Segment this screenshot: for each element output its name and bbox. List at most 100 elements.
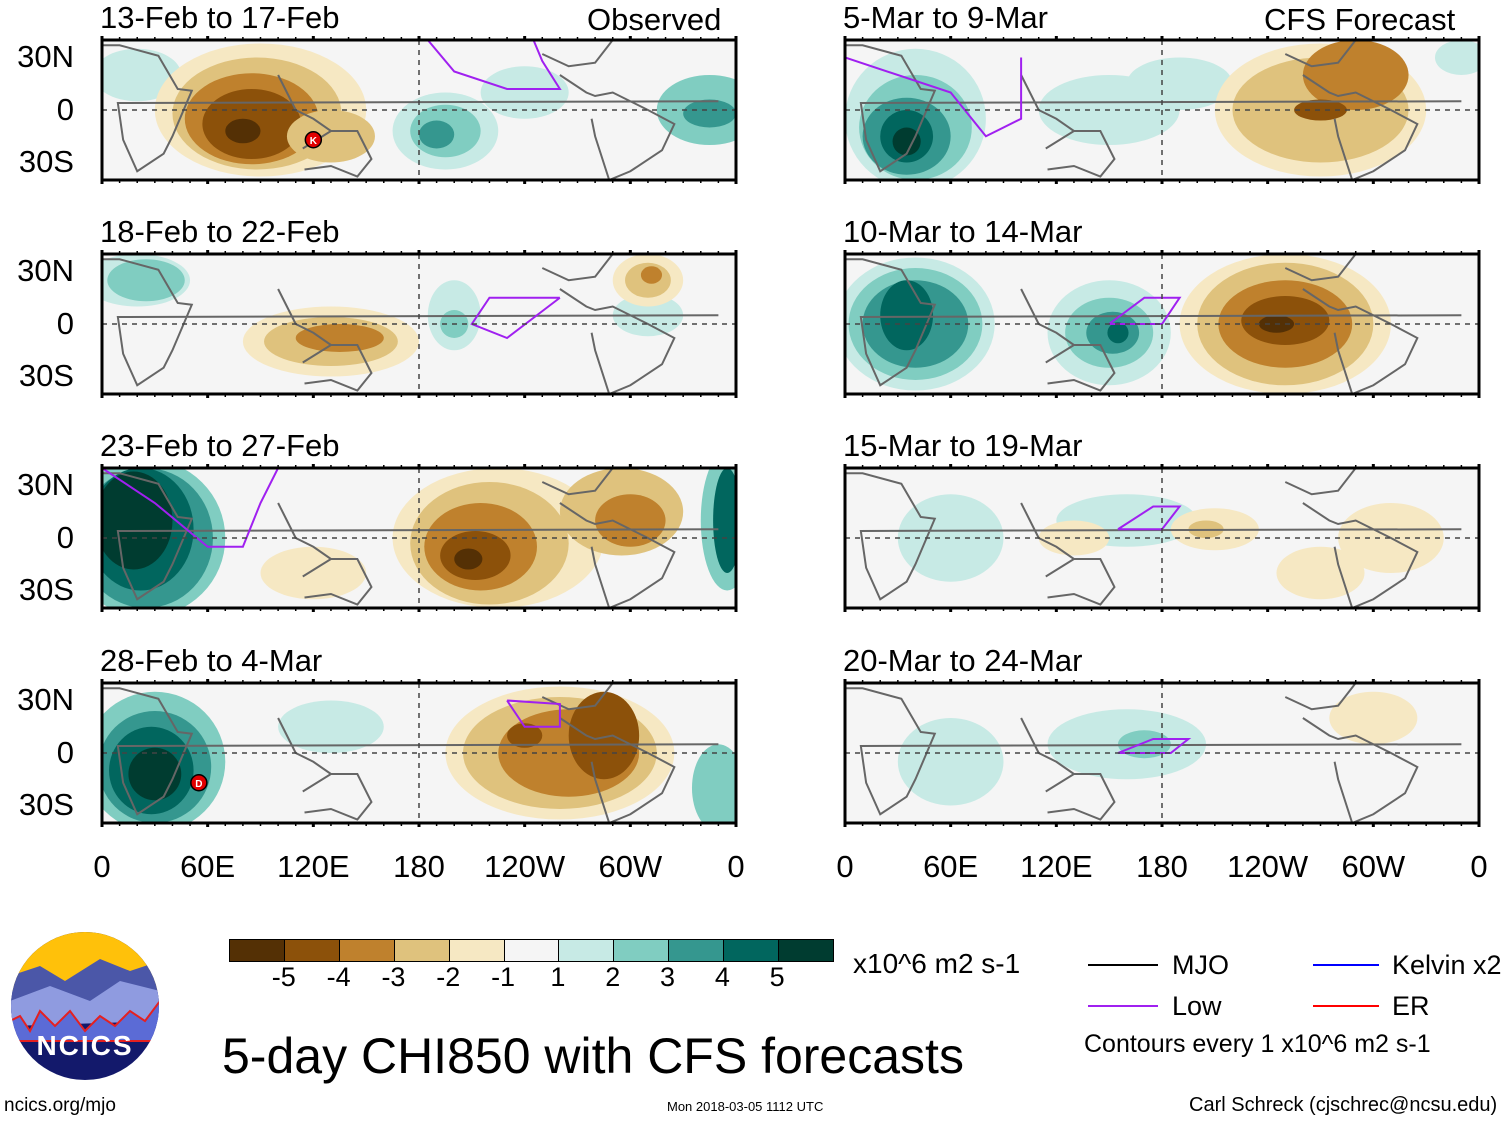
- map-panel: [843, 464, 1481, 612]
- storm-icon: [190, 774, 208, 792]
- lat-label: 0: [56, 735, 74, 770]
- anomaly-contour: [691, 744, 736, 823]
- colorbar-tick-label: 2: [605, 962, 621, 992]
- colorbar-tick-label: -3: [381, 962, 406, 992]
- panel-title: 5-Mar to 9-Mar: [843, 0, 1048, 35]
- coastline: [541, 468, 614, 496]
- coastline: [1284, 683, 1357, 711]
- anomaly-contour: [419, 120, 455, 149]
- panel-title: 20-Mar to 24-Mar: [843, 643, 1083, 678]
- anomaly-contour: [713, 468, 736, 573]
- coastline: [1045, 344, 1116, 392]
- coastline: [302, 558, 373, 606]
- anomaly-contour: [225, 118, 261, 144]
- coastline: [1302, 74, 1419, 180]
- anomaly-contour: [568, 691, 640, 780]
- observed-label: Observed: [587, 2, 722, 37]
- coastline: [1045, 130, 1116, 178]
- coastline: [102, 687, 719, 816]
- anomaly-contour: [892, 127, 921, 156]
- colorbar-swatch: [559, 940, 615, 961]
- low-contour: [1117, 738, 1192, 754]
- coastline: [102, 472, 719, 601]
- coastline: [1284, 468, 1357, 496]
- colorbar-tick-label: -1: [491, 962, 516, 992]
- colorbar-swatch: [614, 940, 670, 961]
- legend-low-line: [1088, 1005, 1158, 1007]
- low-contour: [1117, 505, 1182, 531]
- lon-label: 0: [1470, 849, 1488, 884]
- map-panel: [843, 36, 1481, 184]
- colorbar-tick-label: -5: [271, 962, 296, 992]
- anomaly-contour: [640, 266, 663, 284]
- colorbar-tick-label: -2: [436, 962, 461, 992]
- lon-label: 0: [93, 849, 111, 884]
- lat-label: 30S: [18, 572, 74, 607]
- footer-url[interactable]: ncics.org/mjo: [4, 1095, 116, 1116]
- colorbar-swatch: [449, 940, 505, 961]
- coastline: [845, 687, 1462, 816]
- legend-mjo-line: [1088, 964, 1158, 966]
- colorbar-swatch: [724, 940, 780, 961]
- anomaly-contour: [897, 718, 1004, 806]
- coastline: [1302, 288, 1419, 394]
- lat-label: 30N: [17, 253, 74, 288]
- lat-label: 30N: [17, 467, 74, 502]
- lon-label: 60W: [598, 849, 663, 884]
- coastline: [102, 258, 719, 387]
- anomaly-contour: [1434, 40, 1479, 75]
- storm-label: K: [310, 136, 318, 147]
- colorbar-swatch: [779, 940, 833, 961]
- colorbar-swatch: [230, 940, 285, 961]
- low-contour: [102, 468, 280, 548]
- map-panel: K: [100, 36, 738, 184]
- lat-label: 0: [56, 306, 74, 341]
- anomaly-contour: [454, 548, 483, 570]
- colorbar: [229, 939, 834, 962]
- anomaly-contour: [480, 66, 569, 119]
- storm-icon: [304, 131, 323, 149]
- contour-note: Contours every 1 x10^6 m2 s-1: [1084, 1030, 1431, 1058]
- colorbar-tick-label: 3: [660, 962, 676, 992]
- coastline: [845, 258, 1462, 387]
- anomaly-contour: [1107, 322, 1129, 344]
- map-panel: [100, 464, 738, 612]
- lon-label: 120E: [277, 849, 350, 884]
- lon-label: 120W: [1227, 849, 1309, 884]
- lat-label: 30N: [17, 682, 74, 717]
- anomaly-contour: [507, 723, 543, 748]
- low-contour: [1108, 296, 1182, 325]
- panel-title: 23-Feb to 27-Feb: [100, 428, 340, 463]
- storm-label: D: [195, 779, 202, 790]
- colorbar-swatch: [284, 940, 340, 961]
- colorbar-tick-label: 5: [769, 962, 785, 992]
- ncics-logo[interactable]: NCICS: [10, 931, 160, 1081]
- anomaly-contour: [278, 700, 384, 753]
- colorbar-swatch: [394, 940, 450, 961]
- anomaly-contour: [1276, 546, 1365, 600]
- lon-label: 180: [1136, 849, 1188, 884]
- coastline: [1284, 40, 1357, 68]
- panel-title: 18-Feb to 22-Feb: [100, 214, 340, 249]
- anomaly-contour: [107, 259, 185, 302]
- coastline: [102, 44, 719, 173]
- anomaly-contour: [880, 280, 934, 351]
- map-panel: [843, 679, 1481, 827]
- anomaly-contour: [260, 546, 367, 600]
- coastline: [1045, 773, 1116, 821]
- legend-kelvin-line: [1313, 964, 1379, 966]
- anomaly-contour: [1329, 691, 1418, 745]
- anomaly-contour: [897, 494, 1004, 582]
- lon-label: 0: [836, 849, 854, 884]
- coastline: [1284, 254, 1357, 282]
- anomaly-contour: [128, 747, 182, 801]
- coastline: [1302, 502, 1419, 608]
- anomaly-contour: [102, 471, 173, 570]
- map-panel: D: [100, 679, 738, 827]
- anomaly-contour: [1302, 40, 1409, 110]
- coastline: [1045, 558, 1116, 606]
- coastline: [559, 717, 676, 823]
- coastline: [302, 773, 373, 821]
- coastline: [1302, 717, 1419, 823]
- colorbar-tick-label: 4: [714, 962, 730, 992]
